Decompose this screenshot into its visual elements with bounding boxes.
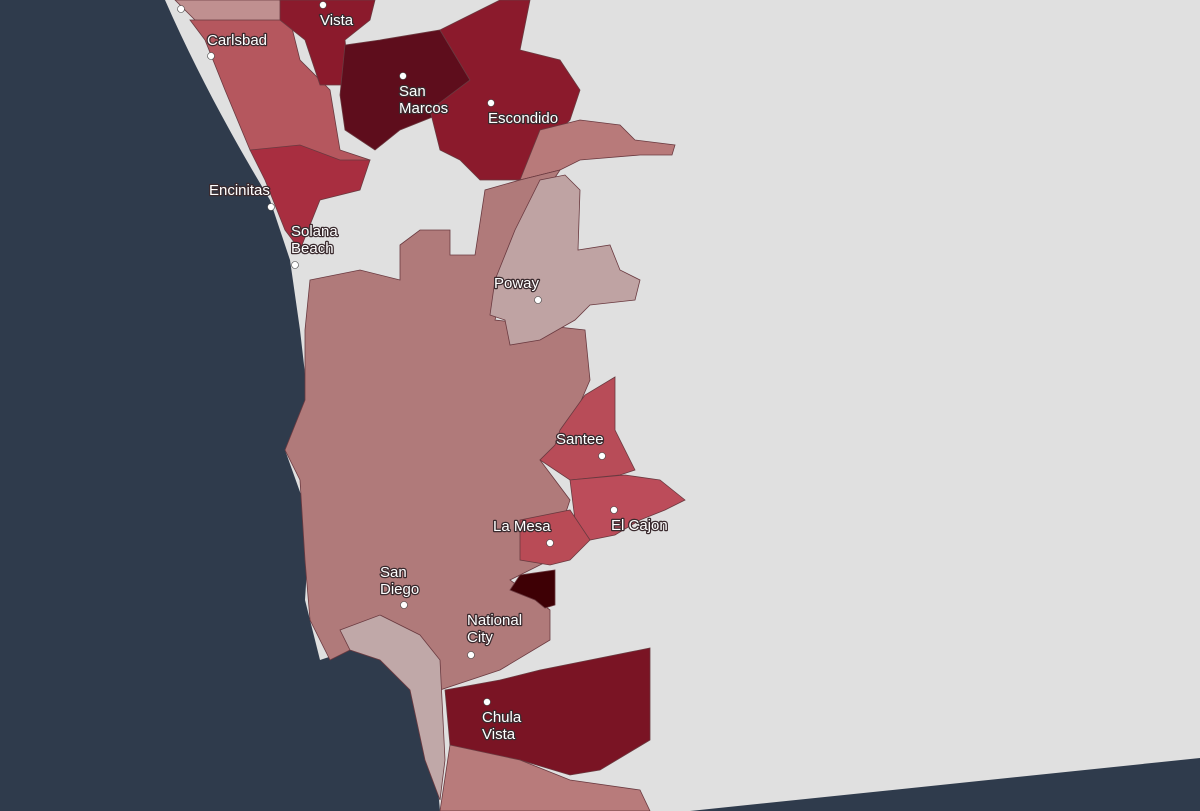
region xyxy=(489,174,641,346)
city-dot xyxy=(319,1,327,9)
city-dot xyxy=(467,651,475,659)
region xyxy=(539,376,636,481)
city-label: El Cajon xyxy=(611,517,668,534)
city-labels: VistaCarlsbadSanMarcosEscondidoEncinitas… xyxy=(206,1,669,744)
city-label: Chula xyxy=(482,709,522,726)
city-dot xyxy=(399,72,407,80)
region xyxy=(519,509,591,566)
city-label: Marcos xyxy=(399,100,448,117)
city-label: San xyxy=(380,564,407,581)
region xyxy=(509,569,556,609)
city-label: Vista xyxy=(482,726,516,743)
ocean-edge xyxy=(690,758,1200,811)
region xyxy=(339,29,471,151)
city-dot xyxy=(534,296,542,304)
city-dot xyxy=(291,261,299,269)
city-label: Diego xyxy=(380,581,419,598)
city-dot xyxy=(487,99,495,107)
city-dot xyxy=(207,52,215,60)
city-label: La Mesa xyxy=(493,518,551,535)
city-label: Vista xyxy=(320,12,354,29)
city-dot xyxy=(483,698,491,706)
region xyxy=(439,744,651,811)
city-dot xyxy=(177,5,185,13)
city-label: City xyxy=(467,629,493,646)
city-dot xyxy=(610,506,618,514)
city-dot xyxy=(400,601,408,609)
city-dot xyxy=(267,203,275,211)
region xyxy=(339,614,446,801)
city-label: Encinitas xyxy=(209,182,270,199)
city-label: Solana xyxy=(291,223,338,240)
ocean xyxy=(0,0,440,811)
city-label: San xyxy=(399,83,426,100)
region xyxy=(249,144,371,251)
city-dot xyxy=(546,539,554,547)
city-label: Escondido xyxy=(488,110,558,127)
city-label: Beach xyxy=(291,240,334,257)
city-dot xyxy=(598,452,606,460)
city-label: Poway xyxy=(494,275,540,292)
regions xyxy=(174,0,686,811)
city-label: Santee xyxy=(556,431,604,448)
city-label: Carlsbad xyxy=(207,32,267,49)
city-label: National xyxy=(467,612,522,629)
